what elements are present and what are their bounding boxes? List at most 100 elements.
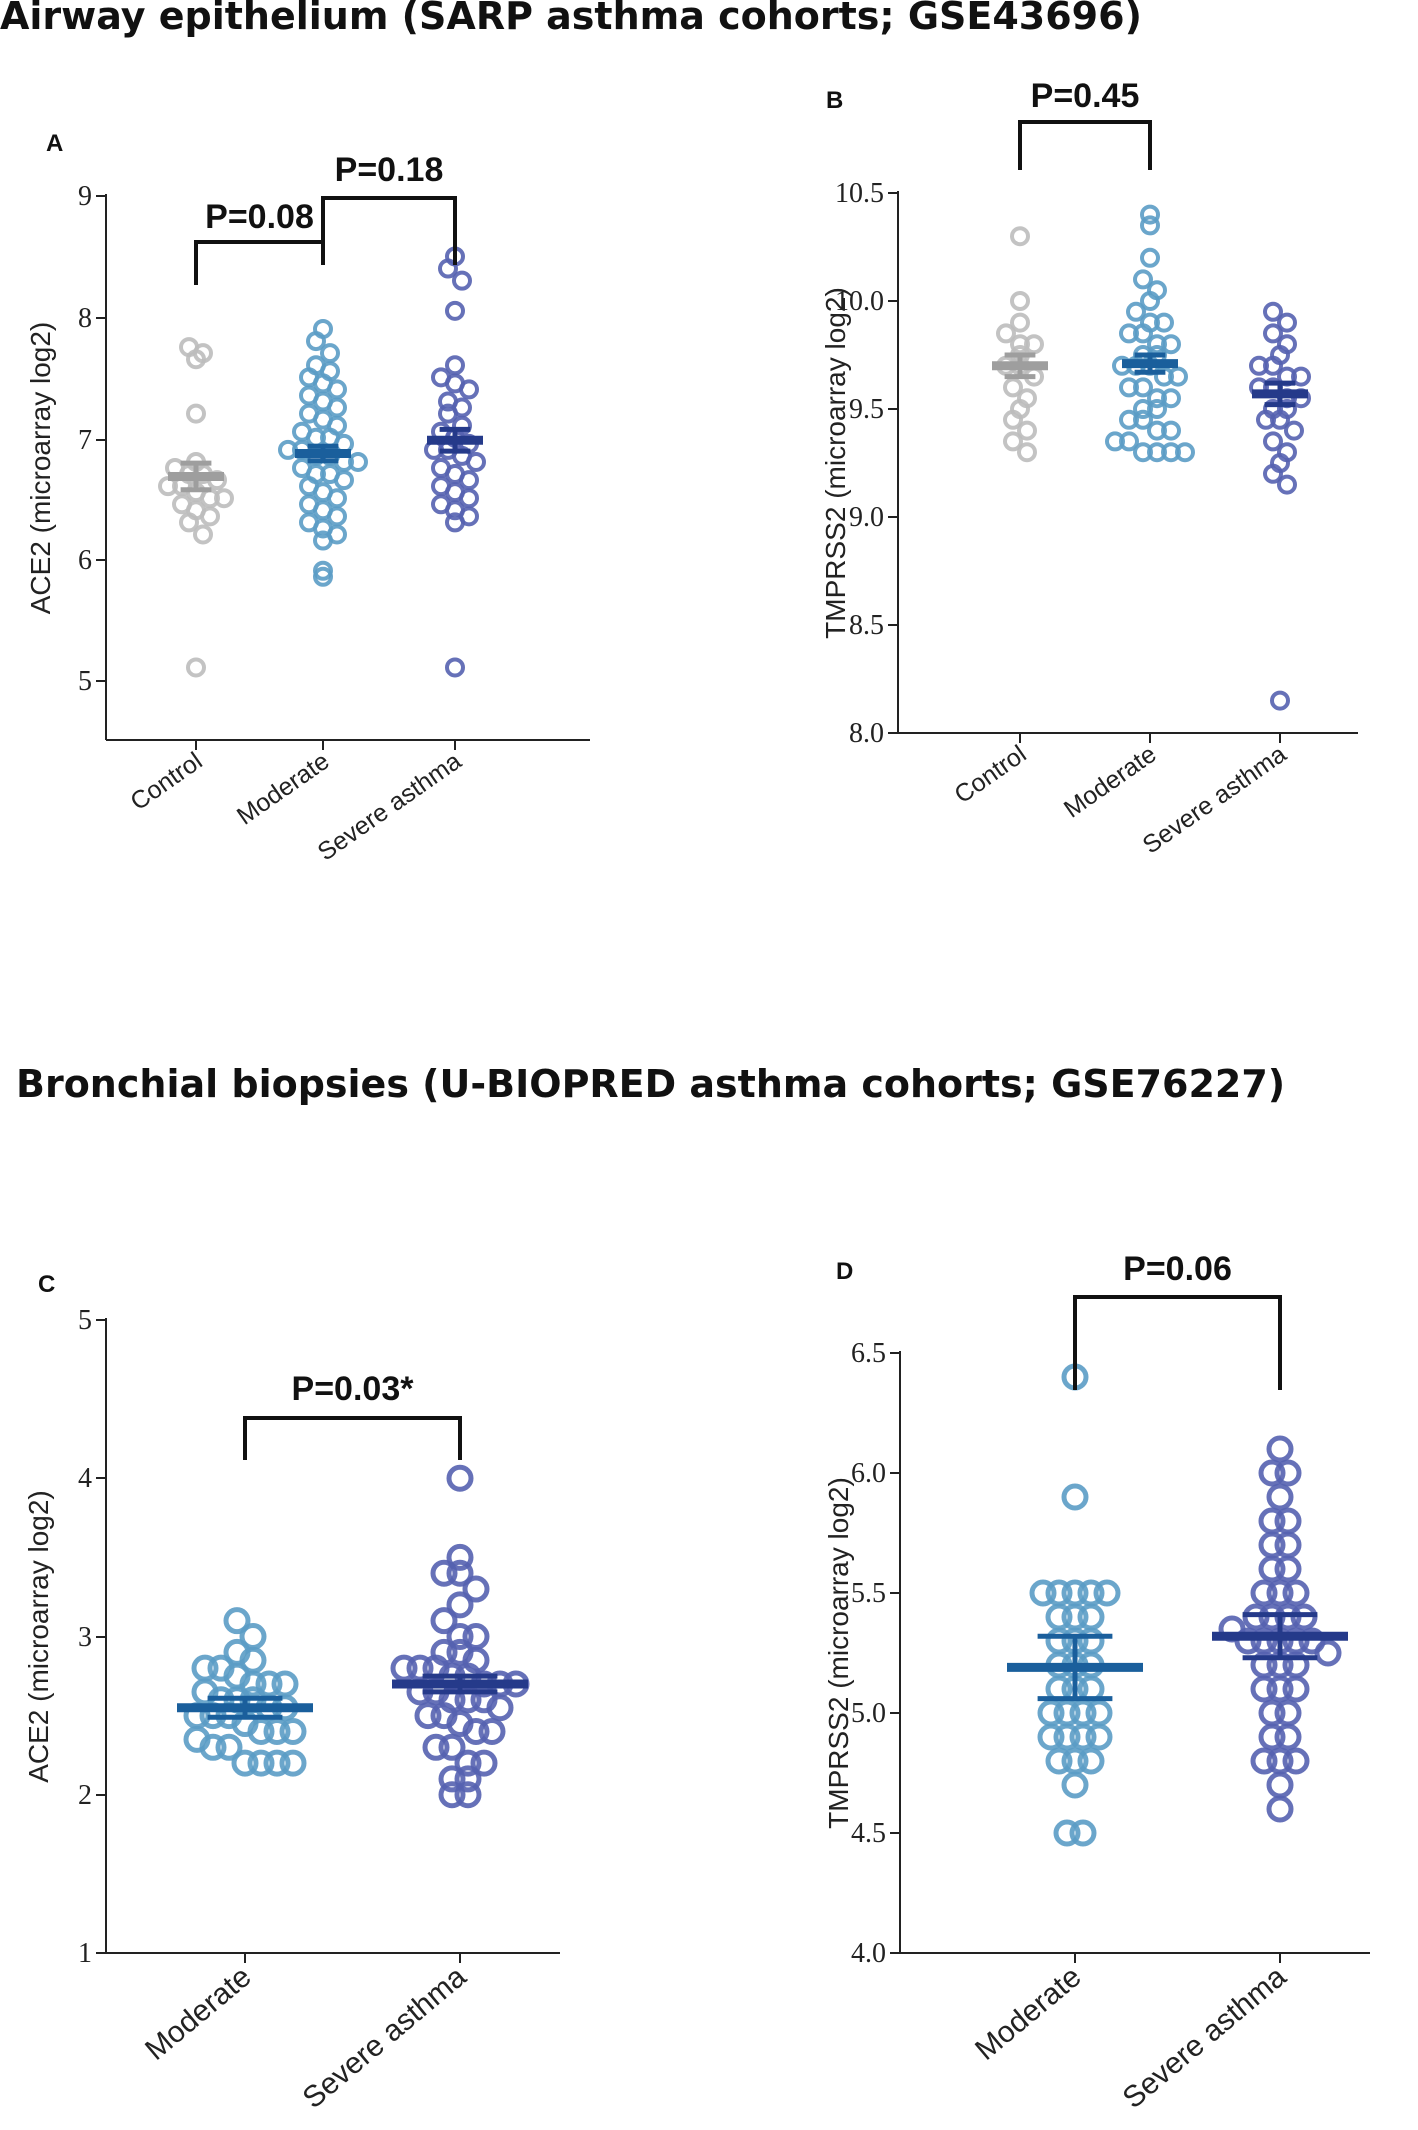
data-point (313, 560, 333, 581)
data-point (414, 1702, 442, 1730)
data-point (327, 488, 347, 509)
data-point (327, 397, 347, 418)
data-point (327, 524, 347, 545)
data-point (406, 1654, 434, 1682)
x-category-label: Moderate (1059, 740, 1162, 824)
y-tick-label: 9.0 (849, 502, 884, 533)
data-point (1266, 1435, 1294, 1463)
data-point (1282, 1747, 1310, 1775)
data-point (1024, 334, 1044, 355)
y-tick-label: 9.5 (849, 394, 884, 425)
data-point (271, 1670, 299, 1698)
data-point (446, 1559, 474, 1587)
data-point (1175, 442, 1195, 463)
significance-bracket (194, 240, 325, 285)
data-point (1266, 1795, 1294, 1823)
data-point (348, 451, 368, 472)
data-point (1258, 1459, 1286, 1487)
data-point (462, 1717, 490, 1745)
data-point (996, 323, 1016, 344)
data-point (462, 1623, 490, 1650)
x-category-label: Severe asthma (297, 1960, 473, 2115)
data-point (438, 1765, 466, 1793)
data-point (279, 1717, 307, 1745)
data-point (1029, 1579, 1057, 1607)
data-point (1154, 312, 1174, 333)
series-control (158, 337, 234, 678)
data-point (1274, 1555, 1302, 1583)
data-point (459, 506, 479, 527)
data-point (1140, 215, 1160, 236)
section-title-bronchial: Bronchial biopsies (U-BIOPRED asthma coh… (16, 1062, 1286, 1106)
data-point (1061, 1771, 1089, 1799)
data-point (1161, 334, 1181, 355)
y-tick-label: 6.0 (851, 1458, 886, 1489)
y-tick-label: 9 (78, 181, 92, 212)
data-point (191, 1654, 219, 1682)
series-severe-asthma (424, 246, 486, 678)
data-point (422, 1733, 450, 1761)
y-axis-label: ACE2 (microarray log2) (25, 322, 56, 615)
data-point (438, 1733, 466, 1761)
data-point (1003, 431, 1023, 452)
data-point (1250, 1747, 1278, 1775)
data-point (263, 1749, 291, 1777)
x-category-label: Control (949, 740, 1031, 809)
data-point (1037, 1699, 1065, 1727)
data-point (327, 506, 347, 527)
data-point (466, 451, 486, 472)
chart-panel-b: B 8.0 8.5 9.0 9.5 10.0 10.5 TMPRSS2 (microarray… (820, 77, 1358, 859)
y-tick-label: 5.5 (851, 1578, 886, 1609)
data-point (430, 1559, 458, 1587)
data-point (1133, 409, 1153, 430)
data-point (279, 1749, 307, 1777)
y-tick-label: 6 (78, 545, 92, 576)
data-point (459, 470, 479, 491)
y-axis-label: TMPRSS2 (microarray log2) (823, 1477, 854, 1829)
data-point (1263, 431, 1283, 452)
y-tick-label: 4 (78, 1463, 92, 1494)
series-severe-asthma (1249, 301, 1311, 711)
section-title-airway: Airway epithelium (SARP asthma cohorts; … (0, 0, 1142, 38)
significance-bracket (243, 1416, 462, 1460)
data-point (334, 470, 354, 491)
data-point (1010, 226, 1030, 247)
y-tick-label: 8 (78, 303, 92, 334)
y-tick-label: 8.5 (849, 610, 884, 641)
data-point (327, 379, 347, 400)
data-point (1069, 1819, 1097, 1847)
data-point (1258, 1699, 1286, 1727)
data-point (1263, 301, 1283, 322)
data-point (1277, 442, 1297, 463)
x-category-label: Severe asthma (313, 747, 467, 866)
y-axis-label: TMPRSS2 (microarray log2) (820, 287, 851, 639)
data-point (255, 1670, 283, 1698)
data-point (1266, 1579, 1294, 1607)
data-point (1168, 366, 1188, 387)
data-point (462, 1575, 490, 1603)
data-point (1274, 1723, 1302, 1751)
series-control (992, 226, 1048, 463)
data-point (199, 1733, 227, 1761)
chart-panel-a: A 5 6 7 8 9 ACE2 (microarray log2) Control Moder… (25, 130, 590, 866)
data-point (446, 1623, 474, 1650)
data-point (452, 415, 472, 436)
panel-label: B (826, 87, 843, 114)
data-point (186, 403, 206, 424)
data-point (1277, 312, 1297, 333)
data-point (1147, 280, 1167, 301)
data-point (1270, 690, 1290, 711)
data-point (247, 1717, 275, 1745)
data-point (1133, 377, 1153, 398)
data-point (430, 1638, 458, 1666)
data-point (1069, 1699, 1097, 1727)
y-tick-label: 4.0 (851, 1938, 886, 1969)
data-point (1003, 377, 1023, 398)
series-severe-asthma (390, 1464, 530, 1809)
data-point (1266, 1747, 1294, 1775)
x-category-label: Moderate (232, 747, 335, 831)
data-point (1077, 1627, 1105, 1655)
data-point (1061, 1483, 1089, 1511)
chart-panel-d: D 4.0 4.5 5.0 5.5 6.0 6.5 TMPRSS2 (microarray l… (823, 1250, 1370, 2115)
data-point (430, 1607, 458, 1635)
